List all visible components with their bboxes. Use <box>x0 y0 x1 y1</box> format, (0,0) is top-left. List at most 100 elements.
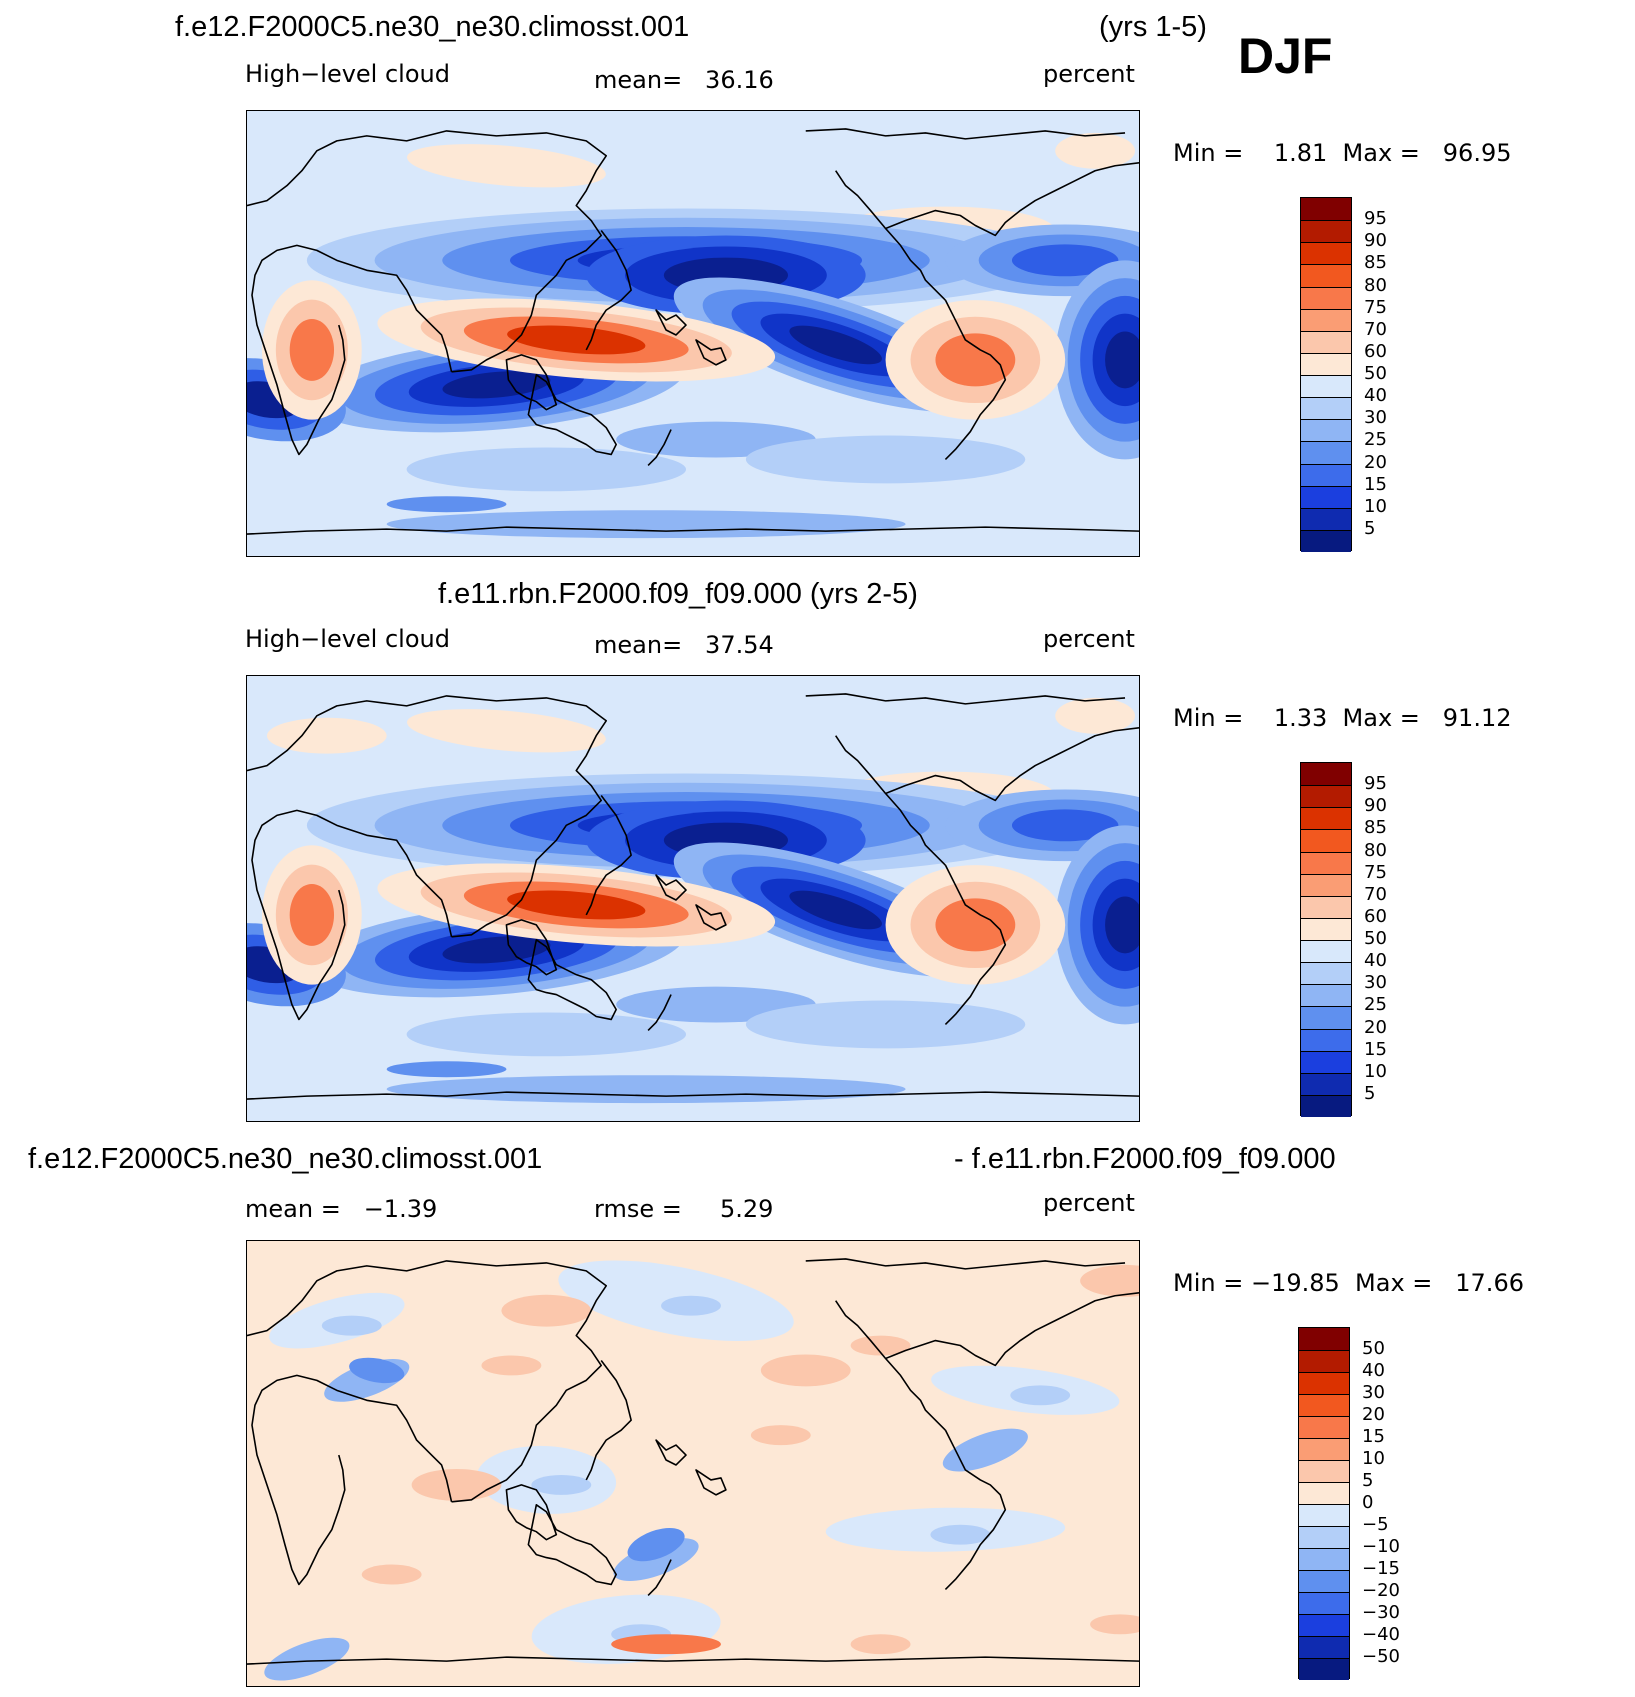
contour-region <box>1105 896 1139 954</box>
contour-region <box>321 1315 382 1336</box>
contour-region <box>407 709 606 753</box>
coastline <box>585 229 632 351</box>
colorbar-tick-label: −15 <box>1362 1558 1400 1579</box>
colorbar-tick-label: 40 <box>1364 950 1387 972</box>
coastline <box>527 1504 617 1586</box>
colorbar-swatch <box>1301 330 1351 353</box>
coastline <box>247 1656 1139 1665</box>
contour-region <box>507 890 646 920</box>
panel2-variable: High−level cloud <box>245 625 450 653</box>
panel1-colorbar <box>1300 197 1352 552</box>
panel2-colorbar <box>1300 762 1352 1117</box>
coastline <box>695 904 727 931</box>
colorbar-tick-label: 20 <box>1362 1404 1385 1425</box>
colorbar-tick-label: 25 <box>1364 429 1387 451</box>
colorbar-swatch <box>1301 873 1351 896</box>
coastline <box>805 1258 1126 1270</box>
contour-region <box>531 1474 592 1495</box>
contour-region <box>935 898 1016 952</box>
contour-region <box>1010 1385 1071 1406</box>
contour-region <box>442 936 551 964</box>
colorbar-swatch <box>1299 1394 1349 1416</box>
panel2-title: f.e11.rbn.F2000.f09_f09.000 (yrs 2-5) <box>438 578 918 610</box>
contour-region <box>942 1428 1028 1472</box>
colorbar-swatch <box>1299 1570 1349 1592</box>
colorbar-swatch <box>1299 1482 1349 1504</box>
colorbar-swatch <box>1299 1658 1349 1680</box>
colorbar-swatch <box>1299 1460 1349 1482</box>
colorbar-swatch <box>1299 1504 1349 1526</box>
contour-region <box>930 1524 991 1545</box>
coastline <box>247 695 607 938</box>
coastline <box>805 693 1126 705</box>
colorbar-tick-label: 60 <box>1364 905 1387 927</box>
coastline <box>655 1439 687 1466</box>
colorbar-swatch <box>1301 917 1351 940</box>
colorbar-tick-label: 50 <box>1362 1338 1385 1359</box>
coastline <box>885 1291 1139 1367</box>
contour-region <box>1090 1614 1139 1635</box>
contour-region <box>789 325 882 365</box>
coastline <box>251 244 453 456</box>
colorbar-swatch <box>1301 220 1351 243</box>
contour-region <box>481 1355 542 1376</box>
contour-region <box>745 435 1026 484</box>
colorbar-tick-label: 95 <box>1364 773 1387 795</box>
contour-region <box>407 144 606 188</box>
coastline <box>251 809 453 1021</box>
colorbar-swatch <box>1301 763 1351 786</box>
colorbar-tick-label: 70 <box>1364 318 1387 340</box>
colorbar-tick-label: 40 <box>1364 385 1387 407</box>
coastline <box>944 864 1007 1025</box>
panel3-contour-field <box>247 1241 1139 1686</box>
coastline <box>585 1359 632 1481</box>
colorbar-swatch <box>1301 829 1351 852</box>
colorbar-tick-label: 20 <box>1364 1016 1387 1038</box>
contour-region <box>264 1637 350 1681</box>
colorbar-swatch <box>1301 463 1351 486</box>
contour-region <box>442 371 551 399</box>
coastline <box>505 1484 558 1541</box>
colorbar-tick-label: 15 <box>1364 1038 1387 1060</box>
colorbar-swatch <box>1301 940 1351 963</box>
colorbar-swatch <box>1301 984 1351 1007</box>
coastline <box>695 1469 727 1496</box>
panel3-rmse: rmse = 5.29 <box>594 1195 774 1223</box>
colorbar-tick-label: 25 <box>1364 994 1387 1016</box>
colorbar-swatch <box>1301 441 1351 464</box>
colorbar-swatch <box>1301 375 1351 398</box>
colorbar-tick-label: 60 <box>1364 340 1387 362</box>
contour-region <box>501 1294 592 1327</box>
contour-region <box>1055 697 1136 734</box>
contour-region <box>1055 132 1136 169</box>
panel3-units: percent <box>1043 1189 1135 1217</box>
colorbar-tick-label: 5 <box>1364 1082 1376 1104</box>
contour-region <box>661 1295 721 1316</box>
contour-region <box>361 1564 422 1585</box>
colorbar-swatch <box>1301 1072 1351 1095</box>
colorbar-swatch <box>1299 1372 1349 1394</box>
contour-region <box>627 1528 685 1562</box>
colorbar-swatch <box>1301 286 1351 309</box>
coastline <box>835 735 946 866</box>
colorbar-swatch <box>1301 485 1351 508</box>
panel3-title-left: f.e12.F2000C5.ne30_ne30.climosst.001 <box>28 1143 543 1175</box>
colorbar-swatch <box>1301 419 1351 442</box>
contour-region <box>850 1634 911 1655</box>
colorbar-swatch <box>1299 1548 1349 1570</box>
coastline <box>247 1091 1139 1100</box>
contour-region <box>1011 809 1119 842</box>
colorbar-swatch <box>1301 507 1351 530</box>
contour-region <box>760 1354 851 1387</box>
coastline <box>251 1374 453 1586</box>
coastline <box>647 1559 672 1596</box>
panel1-units: percent <box>1043 60 1135 88</box>
colorbar-swatch <box>1299 1592 1349 1614</box>
colorbar-swatch <box>1299 1636 1349 1658</box>
coastline <box>944 1429 1007 1590</box>
contour-region <box>289 318 335 381</box>
colorbar-tick-label: 20 <box>1364 451 1387 473</box>
contour-region <box>507 325 646 355</box>
contour-region <box>1105 331 1139 389</box>
panel1-map <box>246 110 1140 557</box>
